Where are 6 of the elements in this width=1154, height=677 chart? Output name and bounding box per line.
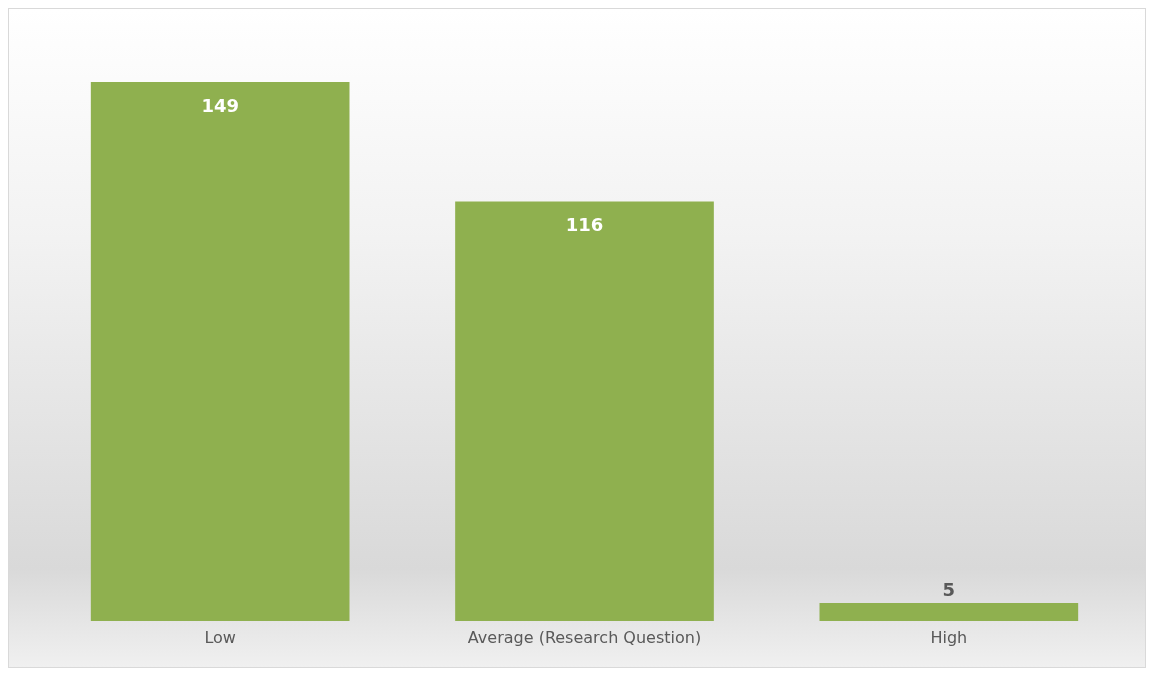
data-label: 116 bbox=[565, 213, 604, 235]
data-label: 149 bbox=[201, 94, 239, 116]
x-tick-label: High bbox=[930, 627, 968, 647]
data-label: 5 bbox=[942, 579, 956, 601]
x-tick-label: Average (Research Question) bbox=[467, 627, 702, 647]
x-tick-label: Low bbox=[204, 627, 236, 647]
